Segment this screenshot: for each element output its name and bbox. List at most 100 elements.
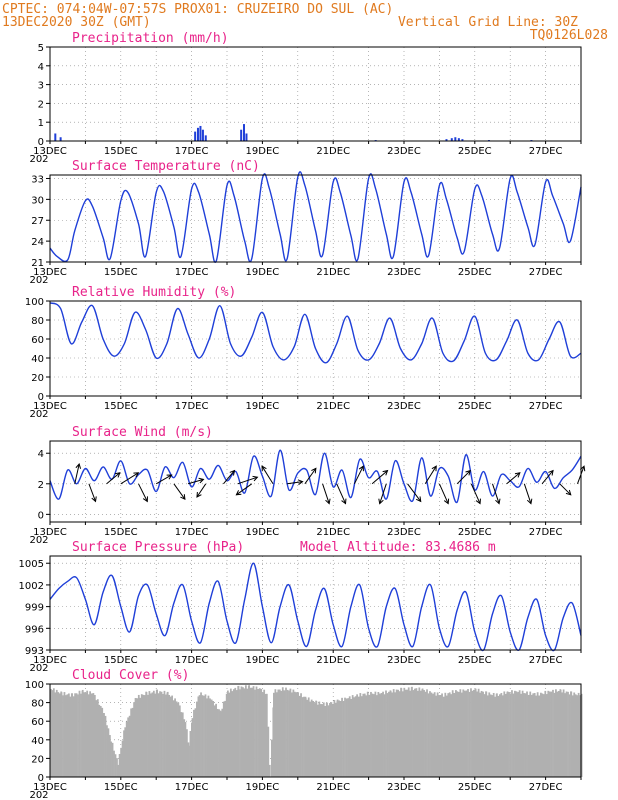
panel-6-cloud-bar: [80, 693, 82, 777]
panel-6-cloud-bar: [294, 692, 297, 777]
panel-6-cloud-bar: [389, 691, 392, 777]
panel-6-cloud-bar: [527, 694, 530, 777]
panel-6-cloud-bar: [207, 695, 210, 777]
panel-6-cloud-bar: [148, 691, 151, 777]
panel-6-cloud-bar: [460, 692, 463, 777]
panel-2-xtick-label: 27DEC: [529, 267, 563, 278]
panel-6-cloud-bar: [84, 692, 87, 777]
panel-5-xtick-label: 13DEC: [33, 655, 67, 666]
panel-6-cloud-bar: [564, 693, 566, 777]
panel-5-xtick-label: 23DEC: [387, 655, 421, 666]
panel-6-cloud-bar: [203, 695, 205, 777]
panel-3-xtick-label: 27DEC: [529, 401, 563, 412]
header-run-date: 13DEC2020 30Z (GMT): [2, 15, 151, 30]
panel-3-xtick-label: 17DEC: [175, 401, 209, 412]
panel-6-cloud-bar: [224, 700, 227, 777]
panel-6-cloud-bar: [291, 692, 293, 777]
panel-6-cloud-bar: [456, 691, 459, 777]
panel-6-cloud-bar: [248, 685, 251, 777]
panel-6-cloud-bar: [188, 745, 190, 777]
panel-1-precip-bar: [445, 139, 448, 141]
panel-6-xtick-label: 27DEC: [529, 782, 563, 793]
panel-6-cloud-bar: [568, 694, 571, 777]
panel-6-cloud-bar: [406, 689, 409, 777]
panel-6-cloud-bar: [86, 690, 89, 777]
panel-6-cloud-bar: [92, 693, 95, 777]
panel-6-cloud-bar: [69, 696, 72, 777]
panel-3-ytick-label: 20: [31, 373, 44, 384]
panel-6-cloud-bar: [286, 689, 289, 777]
panel-4-wind-arrow: [223, 470, 235, 485]
panel-6-cloud-bar: [407, 687, 410, 777]
panel-6-cloud-bar: [474, 689, 477, 777]
panel-6-ytick-label: 60: [31, 717, 44, 728]
panel-6-cloud-bar: [257, 689, 259, 777]
panel-6-cloud-bar: [532, 693, 535, 777]
panel-4-wind-arrowhead: [75, 462, 82, 469]
panel-6-cloud-bar: [174, 698, 176, 777]
panel-6-cloud-bar: [448, 692, 451, 777]
panel-6-xtick-label: 13DEC: [33, 782, 67, 793]
panel-6-cloud-bar: [243, 688, 246, 777]
panel-4-wind-arrowhead: [261, 465, 267, 472]
panel-1-precip-bar: [204, 135, 207, 141]
panel-6-cloud-bar: [206, 698, 208, 777]
panel-6-cloud-bar: [392, 689, 395, 777]
panel-6-cloud-bar: [509, 693, 512, 777]
panel-6-cloud-bar: [150, 693, 152, 777]
panel-4-wind-arrow: [559, 483, 572, 496]
panel-4-wind-arrow: [541, 470, 554, 485]
panel-4-wind-arrow: [371, 470, 388, 485]
panel-4-wind-arrow: [424, 465, 437, 485]
panel-4-wind-arrowhead: [252, 475, 259, 482]
panel-6-cloud-bar: [357, 696, 360, 777]
panel-1-precip-bar: [196, 127, 199, 141]
panel-6-cloud-bar: [442, 696, 445, 777]
panel-4-wind-arrow: [407, 483, 422, 502]
panel-6-cloud-bar: [142, 694, 145, 777]
panel-4-wind-arrowhead: [229, 469, 236, 476]
panel-6-cloud-bar: [488, 692, 491, 777]
panel-6-cloud-bar: [345, 698, 348, 777]
panel-6-cloud-bar: [333, 700, 336, 777]
panel-6-cloud-bar: [521, 690, 524, 777]
panel-1-xtick-label: 13DEC: [33, 146, 67, 157]
panel-6-cloud-bar: [99, 706, 102, 777]
panel-3-ytick-label: 100: [25, 297, 44, 308]
panel-4-wind-arrowhead: [526, 498, 533, 505]
panel-6-cloud-bar: [273, 692, 275, 777]
panel-6-cloud-bar: [169, 696, 172, 777]
panel-6-cloud-bar: [54, 692, 57, 777]
panel-3-ytick-label: 40: [31, 354, 44, 365]
panel-6-cloud-bar: [280, 690, 283, 777]
panel-6-cloud-bar: [300, 693, 302, 777]
panel-4-wind-arrowhead: [378, 498, 384, 505]
panel-6-cloud-bar: [494, 696, 497, 777]
panel-6-cloud-bar: [264, 693, 267, 777]
panel-4-ytick-label: 0: [38, 510, 44, 521]
panel-6-cloud-bar: [379, 694, 381, 777]
panel-6-cloud-bar: [435, 695, 438, 777]
panel-6-cloud-bar: [377, 691, 380, 777]
panel-6-cloud-bar: [504, 693, 507, 777]
panel-6-cloud-bar: [270, 739, 273, 777]
panel-6-cloud-bar: [117, 764, 120, 777]
panel-6-cloud-bar: [411, 686, 413, 777]
panel-6-cloud-bar: [278, 689, 281, 777]
panel-6-ytick-label: 20: [31, 754, 44, 765]
panel-5-xtick-label: 17DEC: [175, 655, 209, 666]
panel-6-cloud-bar: [193, 709, 195, 777]
panel-1-precip-bar: [461, 139, 464, 141]
panel-6-cloud-bar: [137, 694, 140, 777]
panel-6-cloud-bar: [374, 691, 377, 777]
panel-6-cloud-bar: [370, 691, 372, 777]
panel-1-precip-bar: [457, 138, 460, 141]
panel-4-wind-arrowhead: [142, 496, 148, 503]
panel-6-cloud-bar: [567, 691, 569, 777]
panel-6-cloud-bar: [553, 692, 556, 777]
panel-6-cloud-bar: [281, 687, 284, 777]
panel-6-cloud-bar: [336, 699, 339, 777]
panel-6-cloud-bar: [462, 689, 465, 777]
panel-6-cloud-bar: [198, 695, 201, 777]
panel-1-precip-bar: [240, 129, 243, 141]
